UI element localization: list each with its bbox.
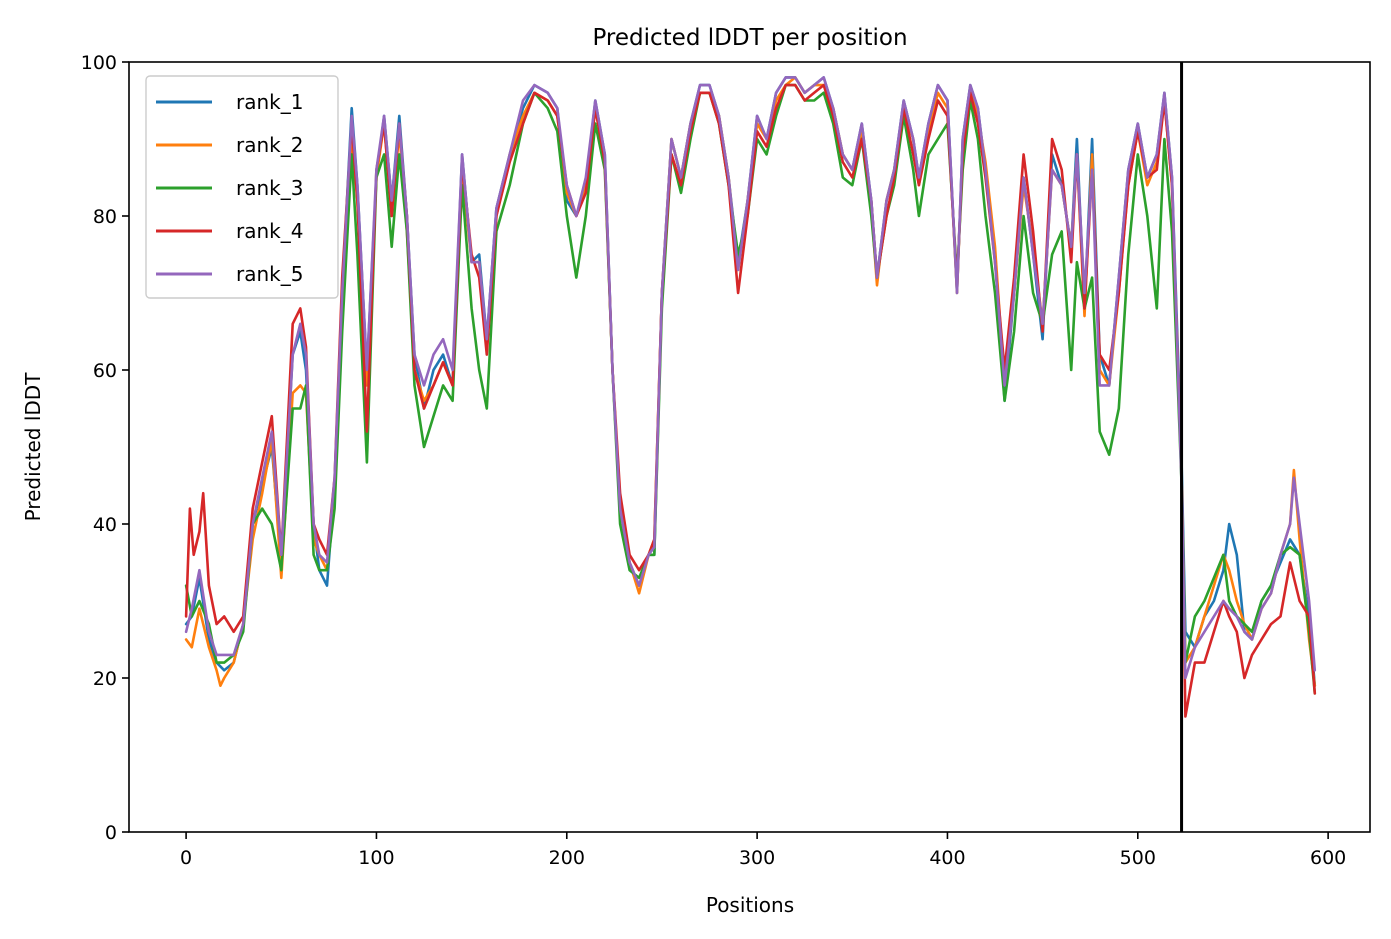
y-tick-label: 80 — [93, 206, 117, 228]
legend-label-rank_4: rank_4 — [236, 219, 303, 243]
legend-box — [145, 75, 339, 299]
y-axis-label: Predicted lDDT — [21, 372, 45, 522]
plot-frame — [128, 61, 1371, 833]
y-tick-label: 20 — [93, 668, 117, 690]
legend-label-rank_3: rank_3 — [236, 176, 303, 200]
x-tick-label: 600 — [1310, 847, 1346, 869]
y-tick-label: 40 — [93, 514, 117, 536]
y-tick-label: 100 — [81, 52, 117, 74]
legend-label-rank_2: rank_2 — [236, 133, 303, 157]
y-tick-label: 60 — [93, 360, 117, 382]
series-line-rank_5 — [184, 76, 1317, 680]
x-tick-label: 0 — [180, 847, 192, 869]
y-tick-label: 0 — [105, 822, 117, 844]
x-tick-label: 300 — [739, 847, 775, 869]
legend-label-rank_1: rank_1 — [236, 90, 303, 114]
legend-label-rank_5: rank_5 — [236, 262, 303, 286]
x-axis: 0 100 200 300 400 500 600 — [180, 832, 1346, 869]
x-tick-label: 200 — [549, 847, 585, 869]
x-tick-label: 100 — [358, 847, 394, 869]
y-axis: 0 20 40 60 80 100 — [81, 52, 129, 844]
x-tick-label: 400 — [929, 847, 965, 869]
legend: rank_1 rank_2 rank_3 rank_4 rank_5 — [145, 75, 339, 299]
x-tick-label: 500 — [1120, 847, 1156, 869]
x-axis-label: Positions — [706, 893, 794, 917]
series-layer — [184, 76, 1317, 718]
chart-title: Predicted lDDT per position — [592, 25, 907, 51]
